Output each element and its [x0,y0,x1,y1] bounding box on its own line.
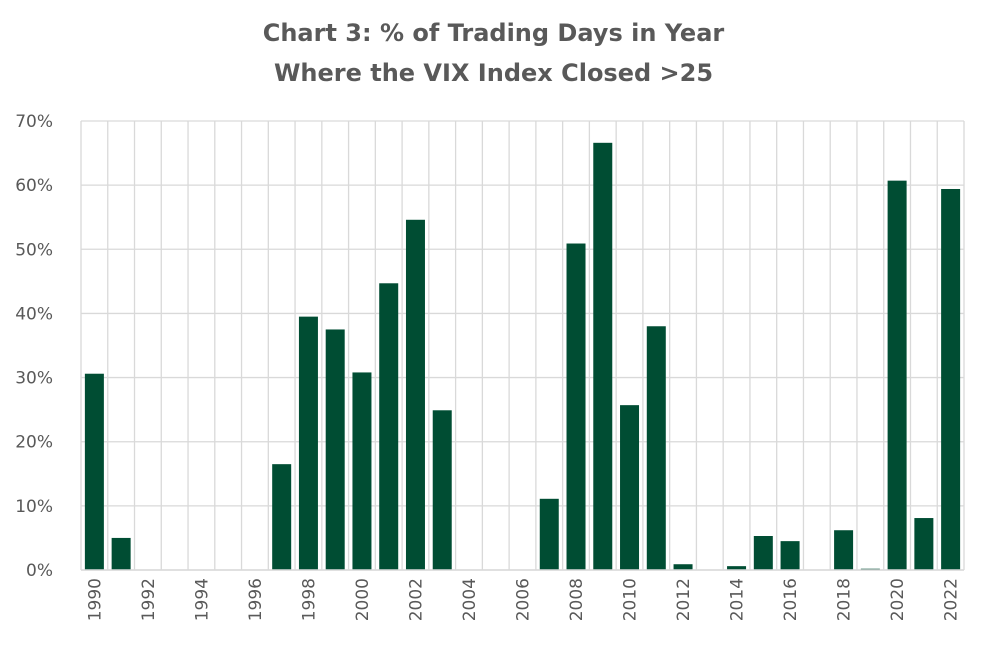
x-tick-label: 2016 [781,578,801,621]
bar-2018 [834,530,854,570]
bar-2016 [780,541,800,570]
bar-1991 [111,537,131,570]
bar-2002 [405,219,425,570]
chart-title-line-2: Where the VIX Index Closed >25 [273,59,714,87]
x-axis: 1990 1992 1994 1996 1998 2000 2002 2004 2006 2008… [81,569,964,621]
x-tick-label: 2000 [353,578,373,621]
bar-1990 [84,373,104,570]
bar-2007 [539,498,559,570]
x-tick-label: 1998 [299,578,319,621]
x-tick-label: 2020 [888,578,908,621]
x-tick-label: 1996 [246,578,266,621]
x-tick-label: 2012 [674,578,694,621]
bar-1997 [272,464,292,570]
x-tick-label: 2010 [621,578,641,621]
x-tick-label: 2008 [567,578,587,621]
bars [84,142,961,570]
x-tick-label: 2014 [728,578,748,621]
bar-2003 [432,410,452,570]
bar-2001 [379,283,399,570]
y-tick-label: 0% [26,561,53,581]
x-tick-label: 2018 [835,578,855,621]
y-tick-label: 10% [15,497,53,517]
y-tick-label: 20% [15,433,53,453]
gridlines [80,120,965,571]
bar-2015 [753,536,773,570]
x-tick-label: 1992 [139,578,159,621]
y-tick-label: 60% [15,176,53,196]
bar-1998 [298,316,318,570]
bar-2022 [941,188,961,570]
y-tick-label: 30% [15,369,53,389]
bar-2020 [887,180,907,570]
bar-2000 [352,372,372,570]
x-tick-label: 2022 [942,578,962,621]
y-tick-label: 70% [15,112,53,132]
bar-2008 [566,243,586,570]
y-tick-label: 50% [15,240,53,260]
bar-2011 [646,326,666,570]
x-tick-label: 2006 [514,578,534,621]
bar-2009 [593,142,613,570]
y-tick-label: 40% [15,304,53,324]
x-tick-label: 1994 [192,578,212,621]
chart-title-line-1: Chart 3: % of Trading Days in Year [262,19,725,47]
bar-1999 [325,329,345,570]
x-tick-label: 1990 [85,578,105,621]
bar-2010 [620,405,640,570]
x-tick-label: 2004 [460,578,480,621]
y-axis: 0% 10% 20% 30% 40% 50% 60% 70% [15,112,53,581]
bar-2012 [673,564,693,570]
x-tick-label: 2002 [406,578,426,621]
bar-2014 [727,566,747,570]
bar-2021 [914,518,934,570]
